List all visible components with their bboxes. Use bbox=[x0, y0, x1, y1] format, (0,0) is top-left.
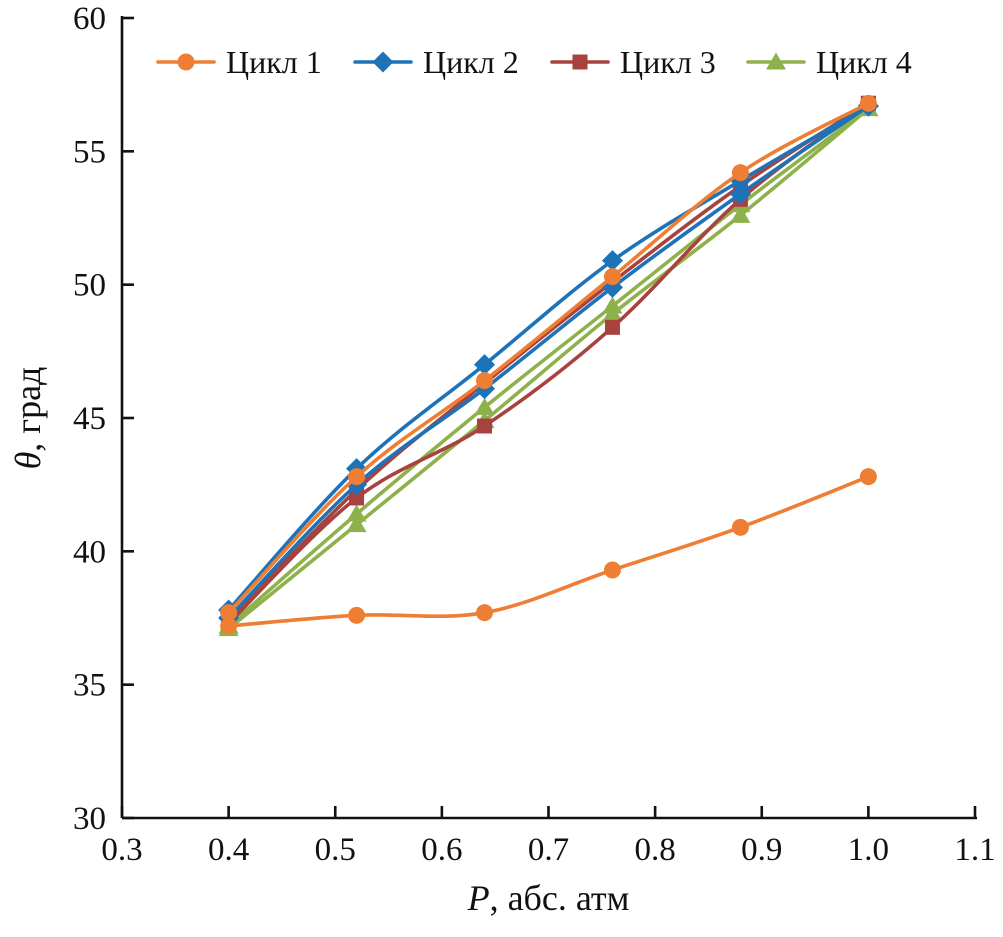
legend-item-1: Цикл 1 bbox=[156, 44, 322, 80]
legend: Цикл 1 Цикл 2 Цикл 3 Цикл 4 bbox=[156, 44, 912, 80]
x-tick-label: 0.9 bbox=[741, 832, 782, 868]
series-цикл-4-lower bbox=[218, 99, 879, 637]
y-tick-label: 60 bbox=[73, 1, 106, 37]
y-axis-label: θ, град bbox=[8, 367, 48, 470]
x-axis-label: P, абс. атм bbox=[467, 878, 630, 918]
x-tick-label: 0.5 bbox=[315, 832, 356, 868]
legend-label: Цикл 2 bbox=[423, 44, 519, 80]
legend-item-3: Цикл 3 bbox=[550, 44, 716, 80]
tick-labels: 0.3 0.4 0.5 0.6 0.7 0.8 0.9 1.0 1.1 30 35 40 45 50 55 6… bbox=[73, 1, 996, 868]
legend-item-4: Цикл 4 bbox=[746, 44, 912, 80]
series-цикл-1-upper bbox=[220, 94, 877, 622]
legend-item-2: Цикл 2 bbox=[353, 44, 519, 80]
legend-label: Цикл 1 bbox=[226, 44, 322, 80]
x-tick-label: 0.8 bbox=[635, 832, 676, 868]
y-tick-label: 45 bbox=[73, 401, 106, 437]
x-tick-label: 0.4 bbox=[208, 832, 249, 868]
axes bbox=[120, 16, 977, 820]
series-цикл-1-lower bbox=[220, 468, 877, 635]
legend-label: Цикл 4 bbox=[816, 44, 912, 80]
x-tick-label: 1.1 bbox=[954, 832, 995, 868]
y-tick-label: 35 bbox=[73, 668, 106, 704]
x-tick-label: 0.6 bbox=[421, 832, 462, 868]
y-tick-label: 30 bbox=[73, 801, 106, 837]
x-tick-label: 0.3 bbox=[101, 832, 142, 868]
y-tick-label: 55 bbox=[73, 134, 106, 170]
x-tick-label: 1.0 bbox=[848, 832, 889, 868]
y-tick-label: 40 bbox=[73, 534, 106, 570]
y-tick-label: 50 bbox=[73, 268, 106, 304]
legend-label: Цикл 3 bbox=[620, 44, 716, 80]
x-tick-label: 0.7 bbox=[528, 832, 569, 868]
